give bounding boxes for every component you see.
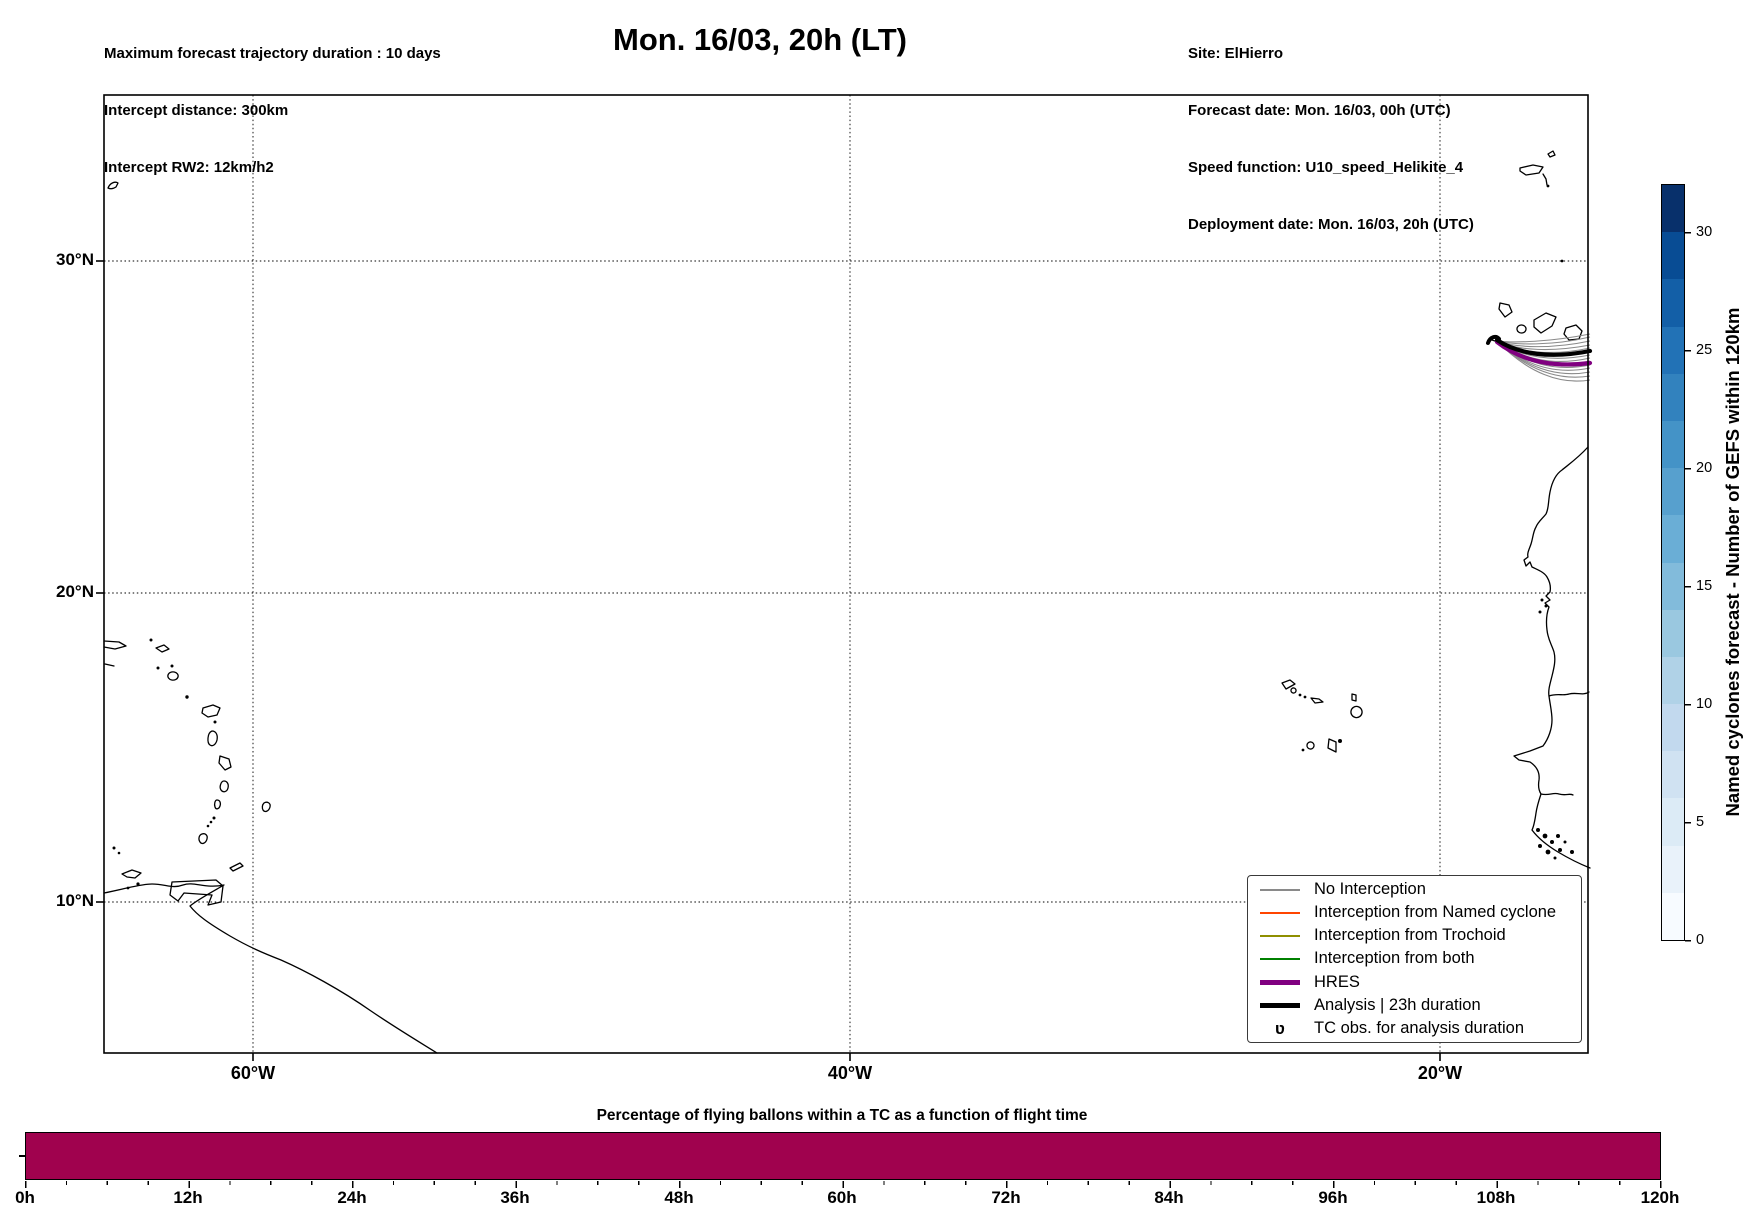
legend-item-hres: HRES	[1248, 971, 1581, 993]
x-tick-0h: 0h	[15, 1188, 35, 1207]
colorbar-segment	[1662, 609, 1684, 657]
header-left-block: Maximum forecast trajectory duration : 1…	[104, 6, 441, 215]
colorbar-tick-25: 25	[1696, 342, 1713, 358]
colorbar-segment	[1662, 279, 1684, 327]
olive-line-swatch	[1260, 934, 1300, 937]
bottom-chart-title: Percentage of flying ballons within a TC…	[596, 1107, 1088, 1124]
orangered-line-swatch	[1260, 911, 1300, 914]
colorbar-tick-marks	[1685, 231, 1691, 943]
graticule	[104, 95, 1588, 1053]
bottom-chart-y-tick	[19, 1155, 25, 1157]
colorbar-tick-20: 20	[1696, 460, 1713, 476]
gefs-ensemble-trajectories	[1496, 333, 1591, 382]
speed-function-text: Speed function: U10_speed_Helikite_4	[1188, 159, 1464, 176]
colorbar-segment	[1662, 845, 1684, 893]
legend-item-both: Interception from both	[1248, 948, 1581, 970]
colorbar-tick-10: 10	[1696, 696, 1713, 712]
coastlines	[103, 150, 1591, 1054]
legend-item-analysis: Analysis | 23h duration	[1248, 994, 1581, 1016]
lon-tick-60w: 60°W	[230, 1063, 276, 1083]
x-tick-36h: 36h	[500, 1188, 530, 1207]
colorbar-segment	[1662, 373, 1684, 421]
map-border	[103, 94, 1589, 1054]
colorbar-segment	[1662, 232, 1684, 280]
x-tick-12h: 12h	[173, 1188, 203, 1207]
x-tick-96h: 96h	[1318, 1188, 1348, 1207]
tc-obs-marker-icon: ʋ	[1275, 1018, 1285, 1038]
x-tick-72h: 72h	[991, 1188, 1021, 1207]
analysis-trajectory	[1494, 337, 1593, 357]
legend-item-tc-obs: ʋ TC obs. for analysis duration	[1248, 1017, 1581, 1039]
axis-ticks	[96, 260, 1441, 1061]
header-right-block: Site: ElHierro Forecast date: Mon. 16/03…	[1188, 6, 1474, 272]
colorbar-gradient	[1661, 184, 1685, 941]
lat-tick-10n: 10°N	[56, 891, 94, 910]
purple-line-swatch	[1260, 979, 1300, 985]
lat-tick-30n: 30°N	[56, 250, 94, 269]
lon-tick-20w: 20°W	[1417, 1063, 1463, 1083]
intercept-distance-text: Intercept distance: 300km	[104, 102, 289, 119]
x-tick-120h: 120h	[1640, 1188, 1680, 1207]
black-line-swatch	[1260, 1002, 1300, 1008]
colorbar-segment	[1662, 656, 1684, 705]
lon-tick-40w: 40°W	[827, 1063, 873, 1083]
colorbar-tick-30: 30	[1696, 224, 1713, 240]
colorbar-label: Named cyclones forecast - Number of GEFS…	[1722, 307, 1743, 817]
map-legend: No Interception Interception from Named …	[1247, 875, 1582, 1043]
colorbar-segment	[1662, 515, 1684, 563]
max-duration-text: Maximum forecast trajectory duration : 1…	[104, 45, 441, 62]
colorbar-tick-5: 5	[1696, 814, 1705, 830]
bottom-chart-major-ticks	[25, 1181, 1663, 1188]
page-title: Mon. 16/03, 20h (LT)	[613, 22, 907, 57]
colorbar-segment	[1662, 704, 1684, 752]
colorbar-segment	[1662, 562, 1684, 610]
x-tick-24h: 24h	[337, 1188, 367, 1207]
colorbar-segment	[1662, 892, 1684, 940]
colorbar-segment	[1662, 468, 1684, 516]
legend-item-named-cyclone: Interception from Named cyclone	[1248, 902, 1581, 924]
green-line-swatch	[1260, 957, 1300, 960]
small-islands	[112, 184, 1574, 890]
colorbar-segment	[1662, 185, 1684, 233]
colorbar-segment	[1662, 751, 1684, 799]
x-tick-48h: 48h	[664, 1188, 694, 1207]
legend-item-trochoid: Interception from Trochoid	[1248, 925, 1581, 947]
colorbar-segment	[1662, 798, 1684, 846]
site-text: Site: ElHierro	[1188, 45, 1284, 62]
deterministic-trajectories	[1486, 334, 1593, 367]
x-tick-60h: 60h	[827, 1188, 857, 1207]
colorbar-tick-15: 15	[1696, 578, 1713, 594]
forecast-date-text: Forecast date: Mon. 16/03, 00h (UTC)	[1188, 102, 1451, 119]
colorbar-tick-0: 0	[1696, 932, 1705, 948]
x-tick-108h: 108h	[1476, 1188, 1516, 1207]
gray-line-swatch	[1260, 888, 1300, 891]
analysis-start-hook	[1486, 334, 1501, 345]
legend-item-no-interception: No Interception	[1248, 879, 1581, 901]
intercept-rw2-text: Intercept RW2: 12km/h2	[104, 159, 274, 176]
colorbar-segment	[1662, 326, 1684, 374]
deployment-date-text: Deployment date: Mon. 16/03, 20h (UTC)	[1188, 216, 1474, 233]
balloon-percentage-bar	[25, 1132, 1661, 1180]
hres-trajectory	[1494, 339, 1593, 367]
x-tick-84h: 84h	[1154, 1188, 1184, 1207]
colorbar-segment	[1662, 420, 1684, 469]
lat-tick-20n: 20°N	[56, 582, 94, 601]
